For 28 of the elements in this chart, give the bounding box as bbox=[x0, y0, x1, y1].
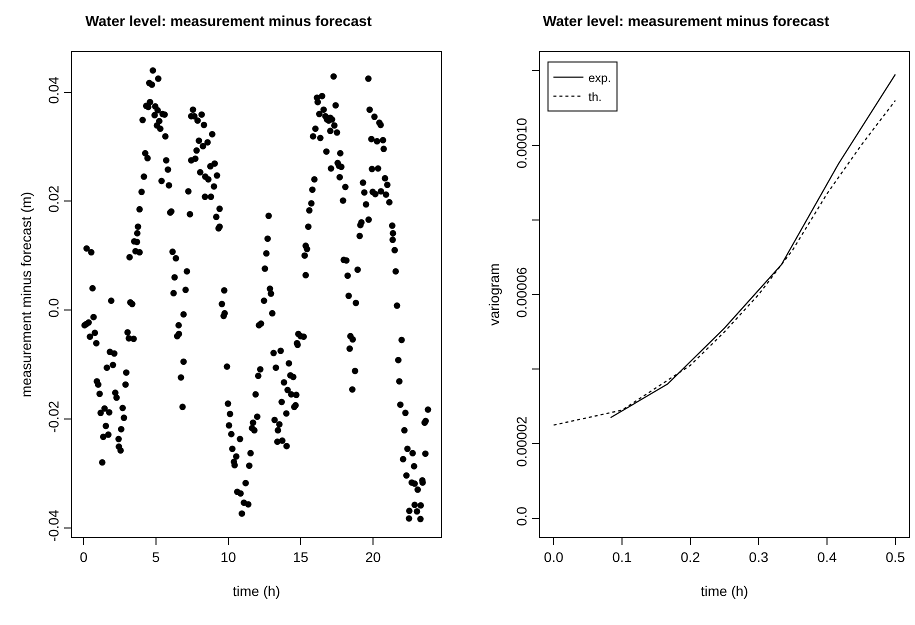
x-axis-title: time (h) bbox=[232, 583, 280, 600]
y-tick-label: 0.00006 bbox=[513, 266, 530, 318]
x-tick-label: 0.4 bbox=[817, 548, 837, 565]
x-tick-label: 20 bbox=[365, 548, 381, 565]
x-tick-label: 0.3 bbox=[748, 548, 769, 565]
x-tick-label: 0.2 bbox=[680, 548, 700, 565]
legend-label: th. bbox=[588, 90, 602, 104]
chart-title: Water level: measurement minus forecast bbox=[542, 14, 830, 30]
x-tick-label: 15 bbox=[292, 548, 309, 565]
x-tick-label: 0.1 bbox=[612, 548, 632, 565]
y-axis-title: measurement minus forecast (m) bbox=[18, 192, 34, 398]
x-tick-label: 0 bbox=[80, 548, 88, 565]
y-axis-title: variogram bbox=[486, 263, 502, 326]
y-tick-label: 0.0 bbox=[45, 298, 62, 318]
y-tick-label: 0.00002 bbox=[513, 416, 530, 467]
y-tick-label: -0.02 bbox=[45, 400, 62, 433]
y-tick-label: 0.0 bbox=[513, 506, 530, 526]
y-tick-label: -0.04 bbox=[45, 509, 62, 542]
legend-label: exp. bbox=[588, 70, 612, 85]
x-tick-label: 5 bbox=[152, 548, 160, 565]
chart-title: Water level: measurement minus forecast bbox=[85, 14, 372, 30]
y-tick-label: 0.00010 bbox=[513, 118, 530, 168]
y-tick-label: 0.02 bbox=[45, 185, 62, 213]
x-axis-title: time (h) bbox=[700, 583, 748, 600]
x-tick-label: 0.5 bbox=[886, 548, 906, 565]
x-tick-label: 10 bbox=[220, 548, 236, 565]
x-tick-label: 0.0 bbox=[544, 548, 564, 565]
y-tick-label: 0.04 bbox=[45, 76, 62, 104]
